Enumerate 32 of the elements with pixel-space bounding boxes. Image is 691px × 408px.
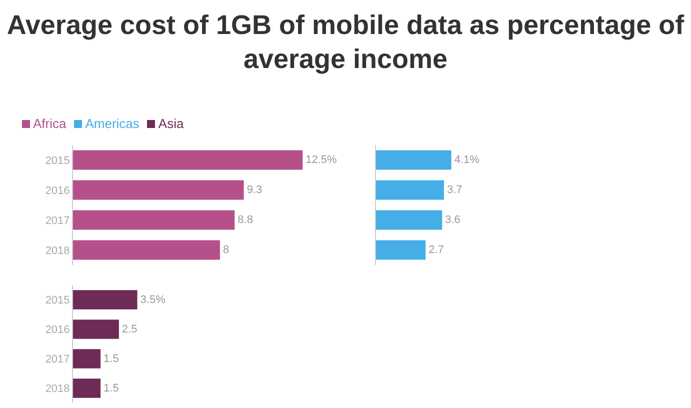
y-tick-label: 2017 xyxy=(45,354,70,366)
data-label: 12.5% xyxy=(306,154,338,166)
data-label: 8 xyxy=(222,244,230,256)
bar xyxy=(376,210,442,230)
y-tick-label: 2018 xyxy=(45,383,70,396)
bar xyxy=(73,180,244,200)
data-label: 1.5 xyxy=(104,352,119,365)
data-label: 3.7 xyxy=(446,184,462,196)
bar xyxy=(376,240,426,260)
data-label: 3.5% xyxy=(140,294,166,306)
legend-label: Americas xyxy=(84,116,140,131)
bar xyxy=(376,150,452,170)
chart-title: Average cost of 1GB of mobile data as percentage of average income xyxy=(6,9,686,76)
data-label: 1.5 xyxy=(104,382,119,394)
y-tick-label: 2017 xyxy=(45,214,70,227)
legend-label: Asia xyxy=(157,116,184,131)
y-tick-label: 2018 xyxy=(45,244,70,257)
data-label: 2.5 xyxy=(122,323,138,336)
y-tick-label: 2015 xyxy=(45,154,70,167)
bar xyxy=(73,150,303,170)
bar xyxy=(73,240,220,260)
y-tick-label: 2015 xyxy=(45,294,70,307)
bar xyxy=(376,180,444,200)
legend-label: Africa xyxy=(32,116,66,131)
data-label: 9.3 xyxy=(246,184,262,196)
bar xyxy=(73,210,235,230)
data-label: 8.8 xyxy=(238,214,253,226)
data-label: 4.1% xyxy=(454,154,480,166)
data-label: 3.6 xyxy=(445,214,460,226)
y-tick-label: 2016 xyxy=(45,324,70,336)
data-label: 2.7 xyxy=(428,244,444,256)
y-tick-label: 2016 xyxy=(45,184,70,197)
